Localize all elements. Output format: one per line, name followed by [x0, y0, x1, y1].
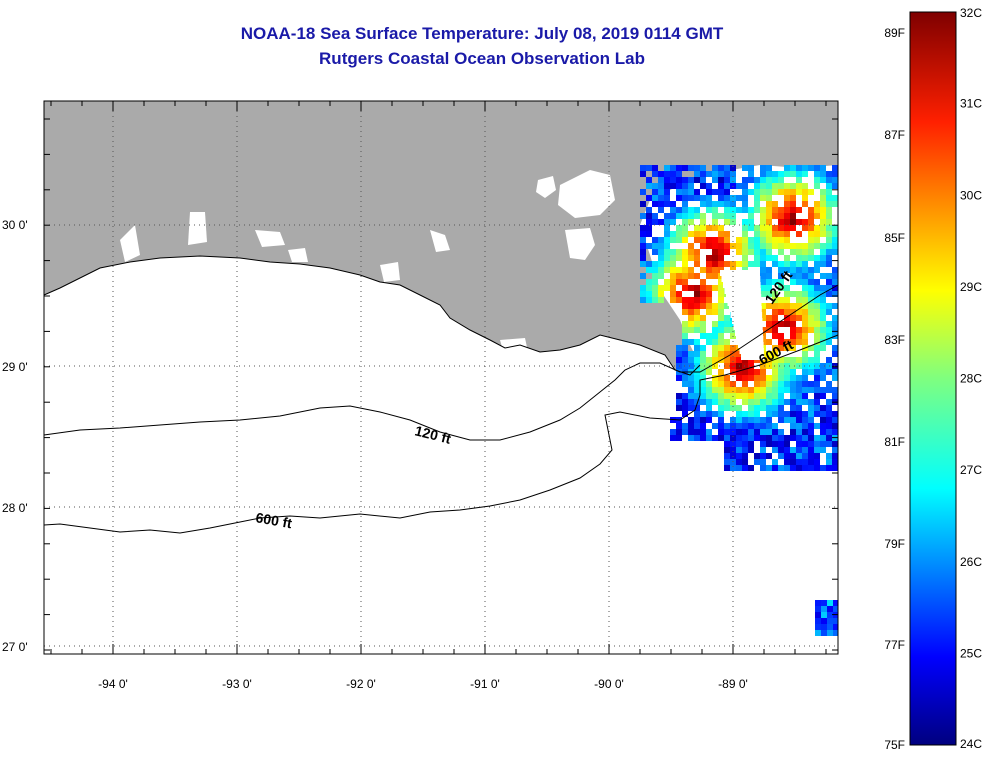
lake: [536, 176, 556, 198]
lake: [430, 230, 450, 252]
contour-120ft: [43, 284, 839, 441]
map-frame: [43, 100, 839, 655]
colorbar-fahrenheit-label: 87F: [884, 128, 905, 142]
lat-label: 29 0': [2, 360, 28, 374]
lake: [565, 228, 595, 260]
map-subtitle: Rutgers Coastal Ocean Observation Lab: [319, 49, 645, 68]
colorbar-celsius-label: 25C: [960, 646, 982, 660]
lon-label: -94 0': [98, 677, 128, 691]
lake: [120, 225, 140, 262]
lake: [255, 230, 285, 247]
lat-label: 30 0': [2, 218, 28, 232]
sst-data-swath: [640, 165, 838, 636]
lon-label: -92 0': [346, 677, 376, 691]
lon-label: -91 0': [470, 677, 500, 691]
colorbar-fahrenheit-label: 85F: [884, 231, 905, 245]
colorbar-fahrenheit-label: 79F: [884, 537, 905, 551]
colorbar-celsius-label: 28C: [960, 372, 982, 386]
colorbar-celsius-label: 31C: [960, 97, 982, 111]
colorbar-celsius-label: 30C: [960, 188, 982, 202]
lon-label: -89 0': [718, 677, 748, 691]
lat-label: 27 0': [2, 640, 28, 654]
sst-map[interactable]: 120 ft 600 ft 120 ft 600 ft -94 0' -93 0…: [0, 0, 870, 700]
lake: [188, 212, 207, 245]
colorbar-celsius-label: 27C: [960, 463, 982, 477]
graticule: [44, 101, 838, 654]
colorbar-fahrenheit-label: 81F: [884, 435, 905, 449]
lon-label: -90 0': [594, 677, 624, 691]
colorbar-celsius-label: 29C: [960, 280, 982, 294]
lake: [380, 262, 400, 282]
lon-label: -93 0': [222, 677, 252, 691]
colorbar-fahrenheit-label: 77F: [884, 638, 905, 652]
colorbar-scale: [909, 11, 957, 746]
axis-ticks: [44, 101, 838, 654]
lake: [558, 170, 615, 218]
colorbar-celsius-label: 32C: [960, 6, 982, 20]
coastline: [43, 255, 701, 376]
colorbar-celsius-label: 26C: [960, 555, 982, 569]
colorbar-fahrenheit-label: 75F: [884, 738, 905, 752]
colorbar-fahrenheit-label: 83F: [884, 333, 905, 347]
lat-label: 28 0': [2, 501, 28, 515]
map-title: NOAA-18 Sea Surface Temperature: July 08…: [240, 24, 724, 43]
contour-label-600ft: 600 ft: [254, 509, 293, 531]
lake: [288, 248, 308, 262]
contour-600ft: [43, 334, 839, 534]
colorbar-celsius-label: 24C: [960, 737, 982, 751]
